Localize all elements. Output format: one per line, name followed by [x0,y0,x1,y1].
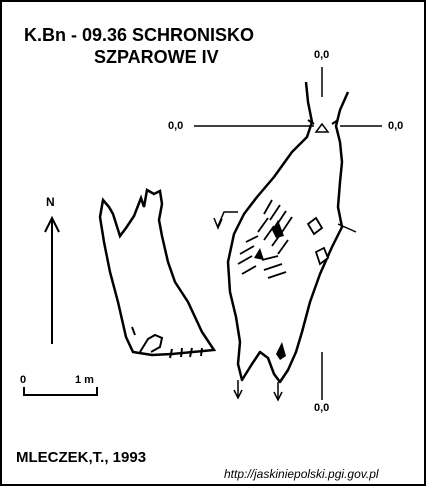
boulders [306,216,330,266]
slope-hatching [237,199,293,279]
profile-floor-rubble [131,326,203,359]
cross-section-profile [98,188,217,357]
level-label-right: 0,0 [388,120,404,132]
level-label-bottom: 0,0 [314,402,330,414]
cave-plan-outline [226,81,350,384]
entrance-triangle-icon [314,122,330,133]
author-credit: MLECZEK,T., 1993 [16,449,147,466]
passage-continuation-arrows [233,380,283,402]
level-lines [194,67,382,400]
section-line [213,211,357,233]
level-label-top: 0,0 [314,49,330,61]
scale-bar [23,387,98,396]
map-title-line2: SZPAROWE IV [94,47,219,67]
source-url: http://jaskiniepolski.pgi.gov.pl [224,467,379,481]
entrance-ticks [307,119,339,125]
scale-start-label: 0 [20,374,27,386]
scale-end-label: 1 m [75,374,94,386]
north-arrow-icon [44,215,60,344]
north-label: N [46,195,55,209]
dark-rocks [254,220,286,360]
map-title-line1: K.Bn - 09.36 SCHRONISKO [24,25,255,45]
level-label-left: 0,0 [168,120,184,132]
